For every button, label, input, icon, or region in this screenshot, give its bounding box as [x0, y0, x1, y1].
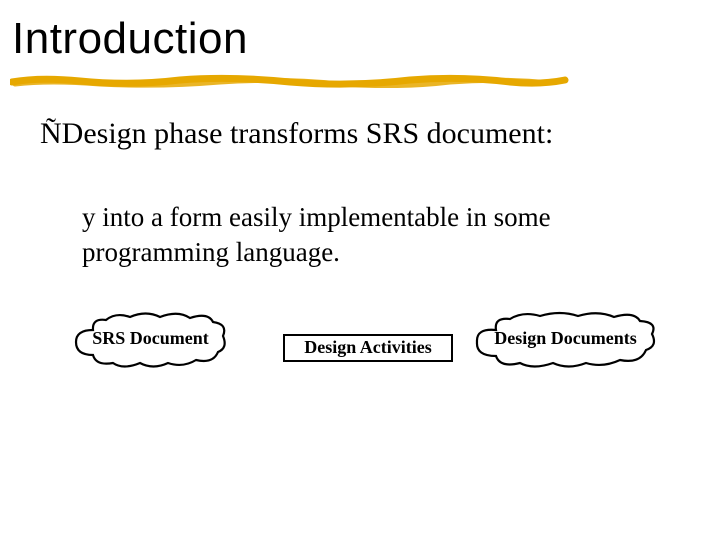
bullet-1-marker: Ñ [40, 117, 62, 150]
node-srs-label: SRS Document [68, 328, 233, 349]
node-documents-label: Design Documents [468, 328, 663, 349]
slide-title: Introduction [0, 0, 720, 64]
bullet-level-2: y into a form easily implementable in so… [82, 200, 642, 269]
title-underline [10, 74, 570, 88]
bullet-2-text: into a form easily implementable in some… [82, 202, 551, 267]
node-design-activities: Design Activities [283, 334, 453, 364]
bullet-level-1: ÑDesign phase transforms SRS document: [40, 115, 630, 153]
bullet-1-text: Design phase transforms SRS document: [62, 117, 554, 150]
node-design-documents: Design Documents [468, 310, 663, 370]
flow-diagram: SRS Document Design Activities Design Do… [68, 310, 648, 400]
bullet-2-marker: y [82, 202, 96, 232]
node-srs-document: SRS Document [68, 310, 233, 370]
node-activities-label: Design Activities [283, 337, 453, 358]
